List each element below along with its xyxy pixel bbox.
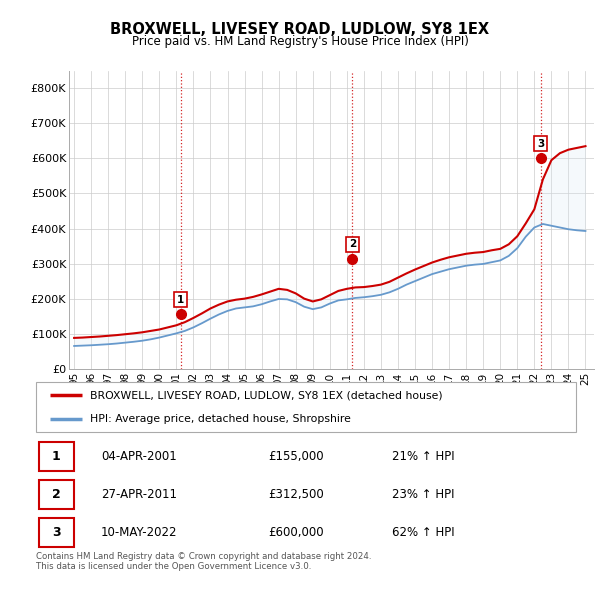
Text: £312,500: £312,500 xyxy=(268,488,324,501)
Text: 3: 3 xyxy=(537,139,544,149)
Text: 62% ↑ HPI: 62% ↑ HPI xyxy=(392,526,455,539)
Text: £600,000: £600,000 xyxy=(268,526,324,539)
Text: 1: 1 xyxy=(52,450,61,463)
FancyBboxPatch shape xyxy=(39,518,74,547)
FancyBboxPatch shape xyxy=(39,442,74,471)
Text: 1: 1 xyxy=(177,294,184,304)
FancyBboxPatch shape xyxy=(36,382,576,432)
Text: 2: 2 xyxy=(349,240,356,250)
Text: Contains HM Land Registry data © Crown copyright and database right 2024.
This d: Contains HM Land Registry data © Crown c… xyxy=(36,552,371,571)
Text: Price paid vs. HM Land Registry's House Price Index (HPI): Price paid vs. HM Land Registry's House … xyxy=(131,35,469,48)
Text: 2: 2 xyxy=(52,488,61,501)
Text: 3: 3 xyxy=(52,526,61,539)
Text: BROXWELL, LIVESEY ROAD, LUDLOW, SY8 1EX: BROXWELL, LIVESEY ROAD, LUDLOW, SY8 1EX xyxy=(110,22,490,37)
Text: 23% ↑ HPI: 23% ↑ HPI xyxy=(392,488,455,501)
FancyBboxPatch shape xyxy=(39,480,74,509)
Text: 21% ↑ HPI: 21% ↑ HPI xyxy=(392,450,455,463)
Text: 04-APR-2001: 04-APR-2001 xyxy=(101,450,176,463)
Text: 10-MAY-2022: 10-MAY-2022 xyxy=(101,526,178,539)
Text: £155,000: £155,000 xyxy=(268,450,324,463)
Text: HPI: Average price, detached house, Shropshire: HPI: Average price, detached house, Shro… xyxy=(90,414,351,424)
Text: 27-APR-2011: 27-APR-2011 xyxy=(101,488,177,501)
Text: BROXWELL, LIVESEY ROAD, LUDLOW, SY8 1EX (detached house): BROXWELL, LIVESEY ROAD, LUDLOW, SY8 1EX … xyxy=(90,390,443,400)
